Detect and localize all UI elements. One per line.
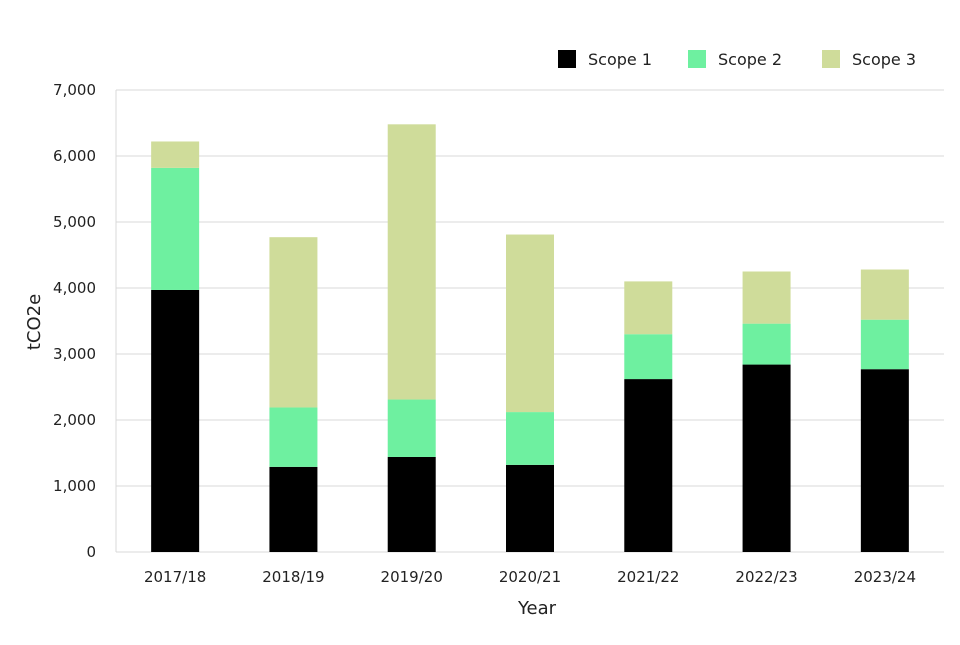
bar-scope-2-2018-19 (269, 407, 318, 467)
legend-swatch (822, 50, 840, 68)
bar-scope-2-2023-24 (860, 319, 909, 370)
bar-scope-3-2018-19 (269, 237, 318, 408)
legend: Scope 1 Scope 2 Scope 3 (558, 50, 916, 69)
legend-label: Scope 2 (718, 50, 782, 69)
bar-scope-3-2019-20 (387, 124, 436, 400)
bar-scope-1-2018-19 (269, 466, 318, 552)
x-tick-label: 2018/19 (262, 568, 324, 586)
y-tick-labels: 0 1,000 2,000 3,000 4,000 5,000 6,000 7,000 (53, 81, 96, 561)
bar-scope-2-2022-23 (742, 323, 791, 365)
y-tick-label: 4,000 (53, 279, 96, 297)
y-tick-label: 2,000 (53, 411, 96, 429)
x-tick-label: 2019/20 (381, 568, 443, 586)
bar-scope-1-2023-24 (860, 369, 909, 552)
bar-scope-1-2017-18 (151, 289, 200, 552)
legend-swatch (688, 50, 706, 68)
bar-scope-1-2021-22 (624, 379, 673, 552)
bar-scope-2-2020-21 (506, 412, 554, 465)
bar-scope-1-2019-20 (387, 456, 436, 552)
bars (151, 124, 909, 552)
y-tick-label: 3,000 (53, 345, 96, 363)
x-tick-label: 2020/21 (499, 568, 561, 586)
y-tick-label: 1,000 (53, 477, 96, 495)
y-tick-label: 5,000 (53, 213, 96, 231)
x-tick-label: 2023/24 (854, 568, 916, 586)
legend-label: Scope 3 (852, 50, 916, 69)
bar-scope-2-2017-18 (151, 167, 200, 290)
x-axis-title: Year (517, 598, 557, 619)
x-tick-label: 2017/18 (144, 568, 206, 586)
bar-scope-3-2022-23 (742, 271, 791, 324)
legend-label: Scope 1 (588, 50, 652, 69)
y-tick-label: 7,000 (53, 81, 96, 99)
bar-scope-1-2020-21 (506, 464, 554, 552)
x-tick-label: 2021/22 (617, 568, 679, 586)
bar-scope-3-2017-18 (151, 141, 200, 168)
x-tick-labels: 2017/18 2018/19 2019/20 2020/21 2021/22 2022/… (144, 568, 916, 586)
y-tick-label: 0 (86, 543, 96, 561)
y-tick-label: 6,000 (53, 147, 96, 165)
legend-swatch (558, 50, 576, 68)
bar-scope-3-2020-21 (506, 234, 554, 413)
bar-scope-1-2022-23 (742, 364, 791, 552)
x-tick-label: 2022/23 (735, 568, 797, 586)
bar-scope-2-2021-22 (624, 334, 673, 380)
bar-scope-2-2019-20 (387, 399, 436, 457)
y-axis-title: tCO2e (24, 294, 45, 350)
bar-scope-3-2021-22 (624, 281, 673, 335)
bar-scope-3-2023-24 (860, 269, 909, 320)
